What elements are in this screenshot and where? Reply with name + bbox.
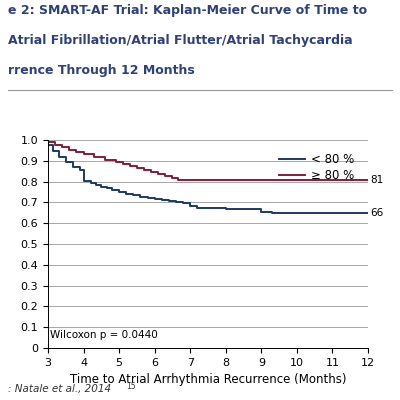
Text: : Natale et al., 2014: : Natale et al., 2014 [8, 384, 111, 394]
Text: rrence Through 12 Months: rrence Through 12 Months [8, 64, 195, 77]
Text: e 2: SMART-AF Trial: Kaplan-Meier Curve of Time to: e 2: SMART-AF Trial: Kaplan-Meier Curve … [8, 4, 367, 17]
Text: 66: 66 [370, 208, 383, 218]
Legend: < 80 %, ≥ 80 %: < 80 %, ≥ 80 % [274, 148, 359, 187]
X-axis label: Time to Atrial Arrhythmia Recurrence (Months): Time to Atrial Arrhythmia Recurrence (Mo… [70, 373, 346, 386]
Text: Atrial Fibrillation/Atrial Flutter/Atrial Tachycardia: Atrial Fibrillation/Atrial Flutter/Atria… [8, 34, 353, 47]
Text: 15: 15 [126, 382, 136, 391]
Text: Wilcoxon p = 0.0440: Wilcoxon p = 0.0440 [50, 330, 158, 340]
Text: 81: 81 [370, 175, 383, 185]
